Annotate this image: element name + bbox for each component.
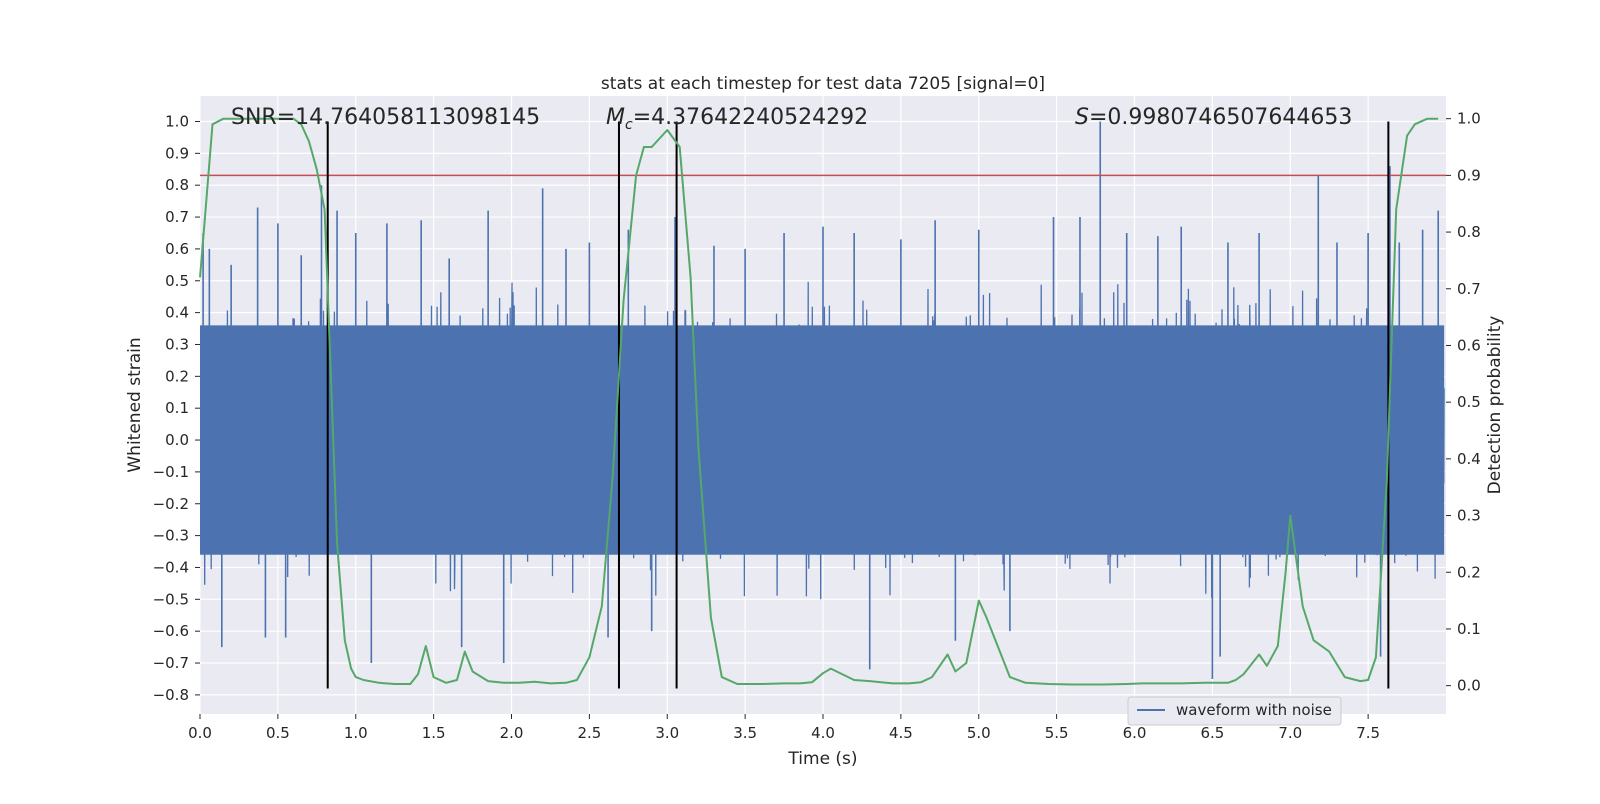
y-tick-label: 0.7 [165, 208, 189, 226]
y-tick-label: 0.3 [165, 335, 189, 353]
y2-tick-label: 0.5 [1457, 393, 1481, 411]
x-tick-label: 4.5 [889, 724, 913, 742]
y2-tick-label: 1.0 [1457, 110, 1481, 128]
y2-tick-label: 0.7 [1457, 280, 1481, 298]
chart-title: stats at each timestep for test data 720… [601, 74, 1045, 94]
x-tick-label: 7.5 [1356, 724, 1380, 742]
x-tick-label: 4.0 [811, 724, 835, 742]
y2-axis-label: Detection probability [1485, 316, 1505, 495]
y-tick-label: 0.9 [165, 144, 189, 162]
y-tick-label: −0.6 [153, 622, 189, 640]
x-tick-label: 5.0 [967, 724, 991, 742]
y2-tick-label: 0.9 [1457, 166, 1481, 184]
legend-box [1127, 696, 1342, 726]
y-tick-label: 0.6 [165, 240, 189, 258]
y-tick-label: −0.3 [153, 527, 189, 545]
y-tick-label: −0.1 [153, 463, 189, 481]
statistic-annotation: S=0.9980746507644653 [1075, 105, 1352, 130]
x-tick-label: 6.0 [1123, 724, 1147, 742]
snr-annotation: SNR=14.764058113098145 [231, 105, 540, 130]
x-tick-label: 6.5 [1200, 724, 1224, 742]
probability-line [199, 117, 1439, 686]
y2-tick-label: 0.2 [1457, 563, 1481, 581]
statistic-symbol: S [1075, 105, 1089, 130]
y-tick-label: 0.2 [165, 367, 189, 385]
y-tick-label: −0.4 [153, 558, 189, 576]
legend: waveform with noise [1127, 696, 1342, 726]
y-tick-label: 0.0 [165, 431, 189, 449]
y-tick-label: −0.7 [153, 654, 189, 672]
chirp-mass-annotation: Mc=4.37642240524292 [606, 105, 868, 133]
y-tick-label: 0.5 [165, 272, 189, 290]
y2-tick-label: 0.6 [1457, 336, 1481, 354]
x-tick-label: 1.0 [344, 724, 368, 742]
y2-tick-label: 0.8 [1457, 223, 1481, 241]
legend-label-waveform: waveform with noise [1176, 701, 1332, 719]
y2-tick-label: 0.1 [1457, 620, 1481, 638]
x-tick-label: 7.0 [1278, 724, 1302, 742]
statistic-value: =0.9980746507644653 [1089, 105, 1352, 130]
y2-tick-label: 0.4 [1457, 450, 1481, 468]
y-tick-label: 0.1 [165, 399, 189, 417]
x-tick-label: 0.5 [266, 724, 290, 742]
y-tick-label: −0.8 [153, 686, 189, 704]
x-tick-label: 3.0 [655, 724, 679, 742]
chirp-mass-value: =4.37642240524292 [633, 105, 868, 130]
chirp-mass-subscript: c [625, 117, 633, 133]
waveform-series [200, 121, 1445, 679]
chirp-mass-symbol: M [606, 105, 625, 130]
x-tick-label: 1.5 [422, 724, 446, 742]
x-tick-label: 2.5 [577, 724, 601, 742]
x-tick-label: 2.0 [500, 724, 524, 742]
y-axis-label: Whitened strain [125, 337, 145, 472]
vertical-markers [326, 121, 1390, 689]
y-tick-label: 1.0 [165, 112, 189, 130]
x-tick-label: 0.0 [188, 724, 212, 742]
x-axis-label: Time (s) [787, 749, 857, 769]
x-tick-label: 3.5 [733, 724, 757, 742]
y-tick-label: −0.5 [153, 590, 189, 608]
waveform-core-band [200, 325, 1445, 555]
y-tick-label: −0.2 [153, 495, 189, 513]
y-tick-label: 0.4 [165, 304, 189, 322]
y2-tick-label: 0.0 [1457, 677, 1481, 695]
x-tick-label: 5.5 [1045, 724, 1069, 742]
y2-tick-label: 0.3 [1457, 507, 1481, 525]
probability-series [199, 117, 1439, 686]
y-tick-label: 0.8 [165, 176, 189, 194]
